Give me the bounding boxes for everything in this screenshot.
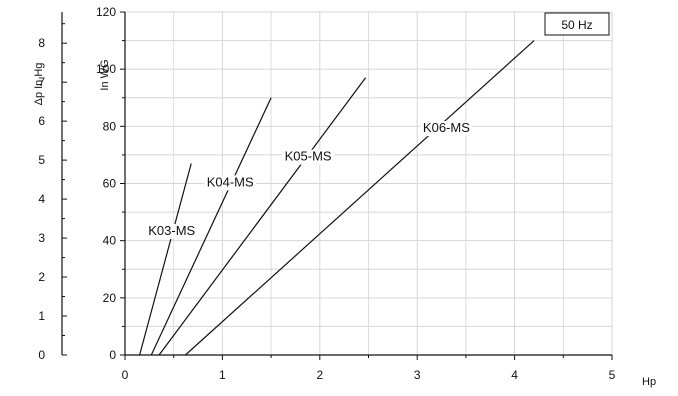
legend-label: 50 Hz [561,18,592,32]
series-line-k05-ms [158,77,367,356]
x-axis-title: Hp [642,376,656,388]
series-line-k06-ms [184,40,535,356]
y-tick-label: 60 [103,177,117,191]
y-left-tick-label: 1 [38,309,45,323]
legend: 50 Hz [544,12,610,36]
series-label-k04-ms: K04-MS [207,174,254,189]
series-label-k03-ms: K03-MS [148,223,195,238]
legend-box [544,12,610,36]
x-tick-label: 2 [316,368,323,382]
series-label-bg-k05-ms [282,149,334,165]
x-tick-label: 5 [609,368,616,382]
y-tick-label: 20 [103,291,117,305]
y-tick-label: 120 [96,5,116,19]
x-tick-label: 0 [122,368,129,382]
y-left-tick-label: 6 [38,114,45,128]
y-left-tick-label: 8 [38,36,45,50]
y-axis-title-right: In WG [99,59,111,90]
y-tick-label: 100 [96,62,116,76]
series-lines: K03-MS K04-MS K05-MS K06-MS [139,40,535,356]
y-left-tick-label: 4 [38,192,45,206]
series-line-k04-ms [150,97,272,356]
series-label-bg-k03-ms [145,223,198,239]
y-tick-label: 80 [103,119,117,133]
y-tick-label: 0 [109,348,116,362]
x-tick-label: 4 [511,368,518,382]
tick-labels: 0 1 2 3 4 5 0 20 40 60 80 100 120 0 1 2 3 4 5 6 7 8 [38,5,615,382]
series-label-k05-ms: K05-MS [285,149,332,164]
y-left-tick-label: 0 [38,348,45,362]
axes [61,11,613,360]
y-tick-label: 40 [103,234,117,248]
series-label-k06-ms: K06-MS [423,120,470,135]
series-label-bg-k04-ms [204,175,256,191]
x-tick-label: 3 [414,368,421,382]
y-axis-title-left: Δp In Hg [33,63,45,106]
y-left-tick-label: 7 [38,75,45,89]
series-label-bg-k06-ms [420,121,473,137]
series-line-k03-ms [139,163,192,356]
y-left-tick-label: 5 [38,153,45,167]
x-tick-label: 1 [219,368,226,382]
y-left-tick-label: 3 [38,231,45,245]
y-left-tick-label: 2 [38,270,45,284]
